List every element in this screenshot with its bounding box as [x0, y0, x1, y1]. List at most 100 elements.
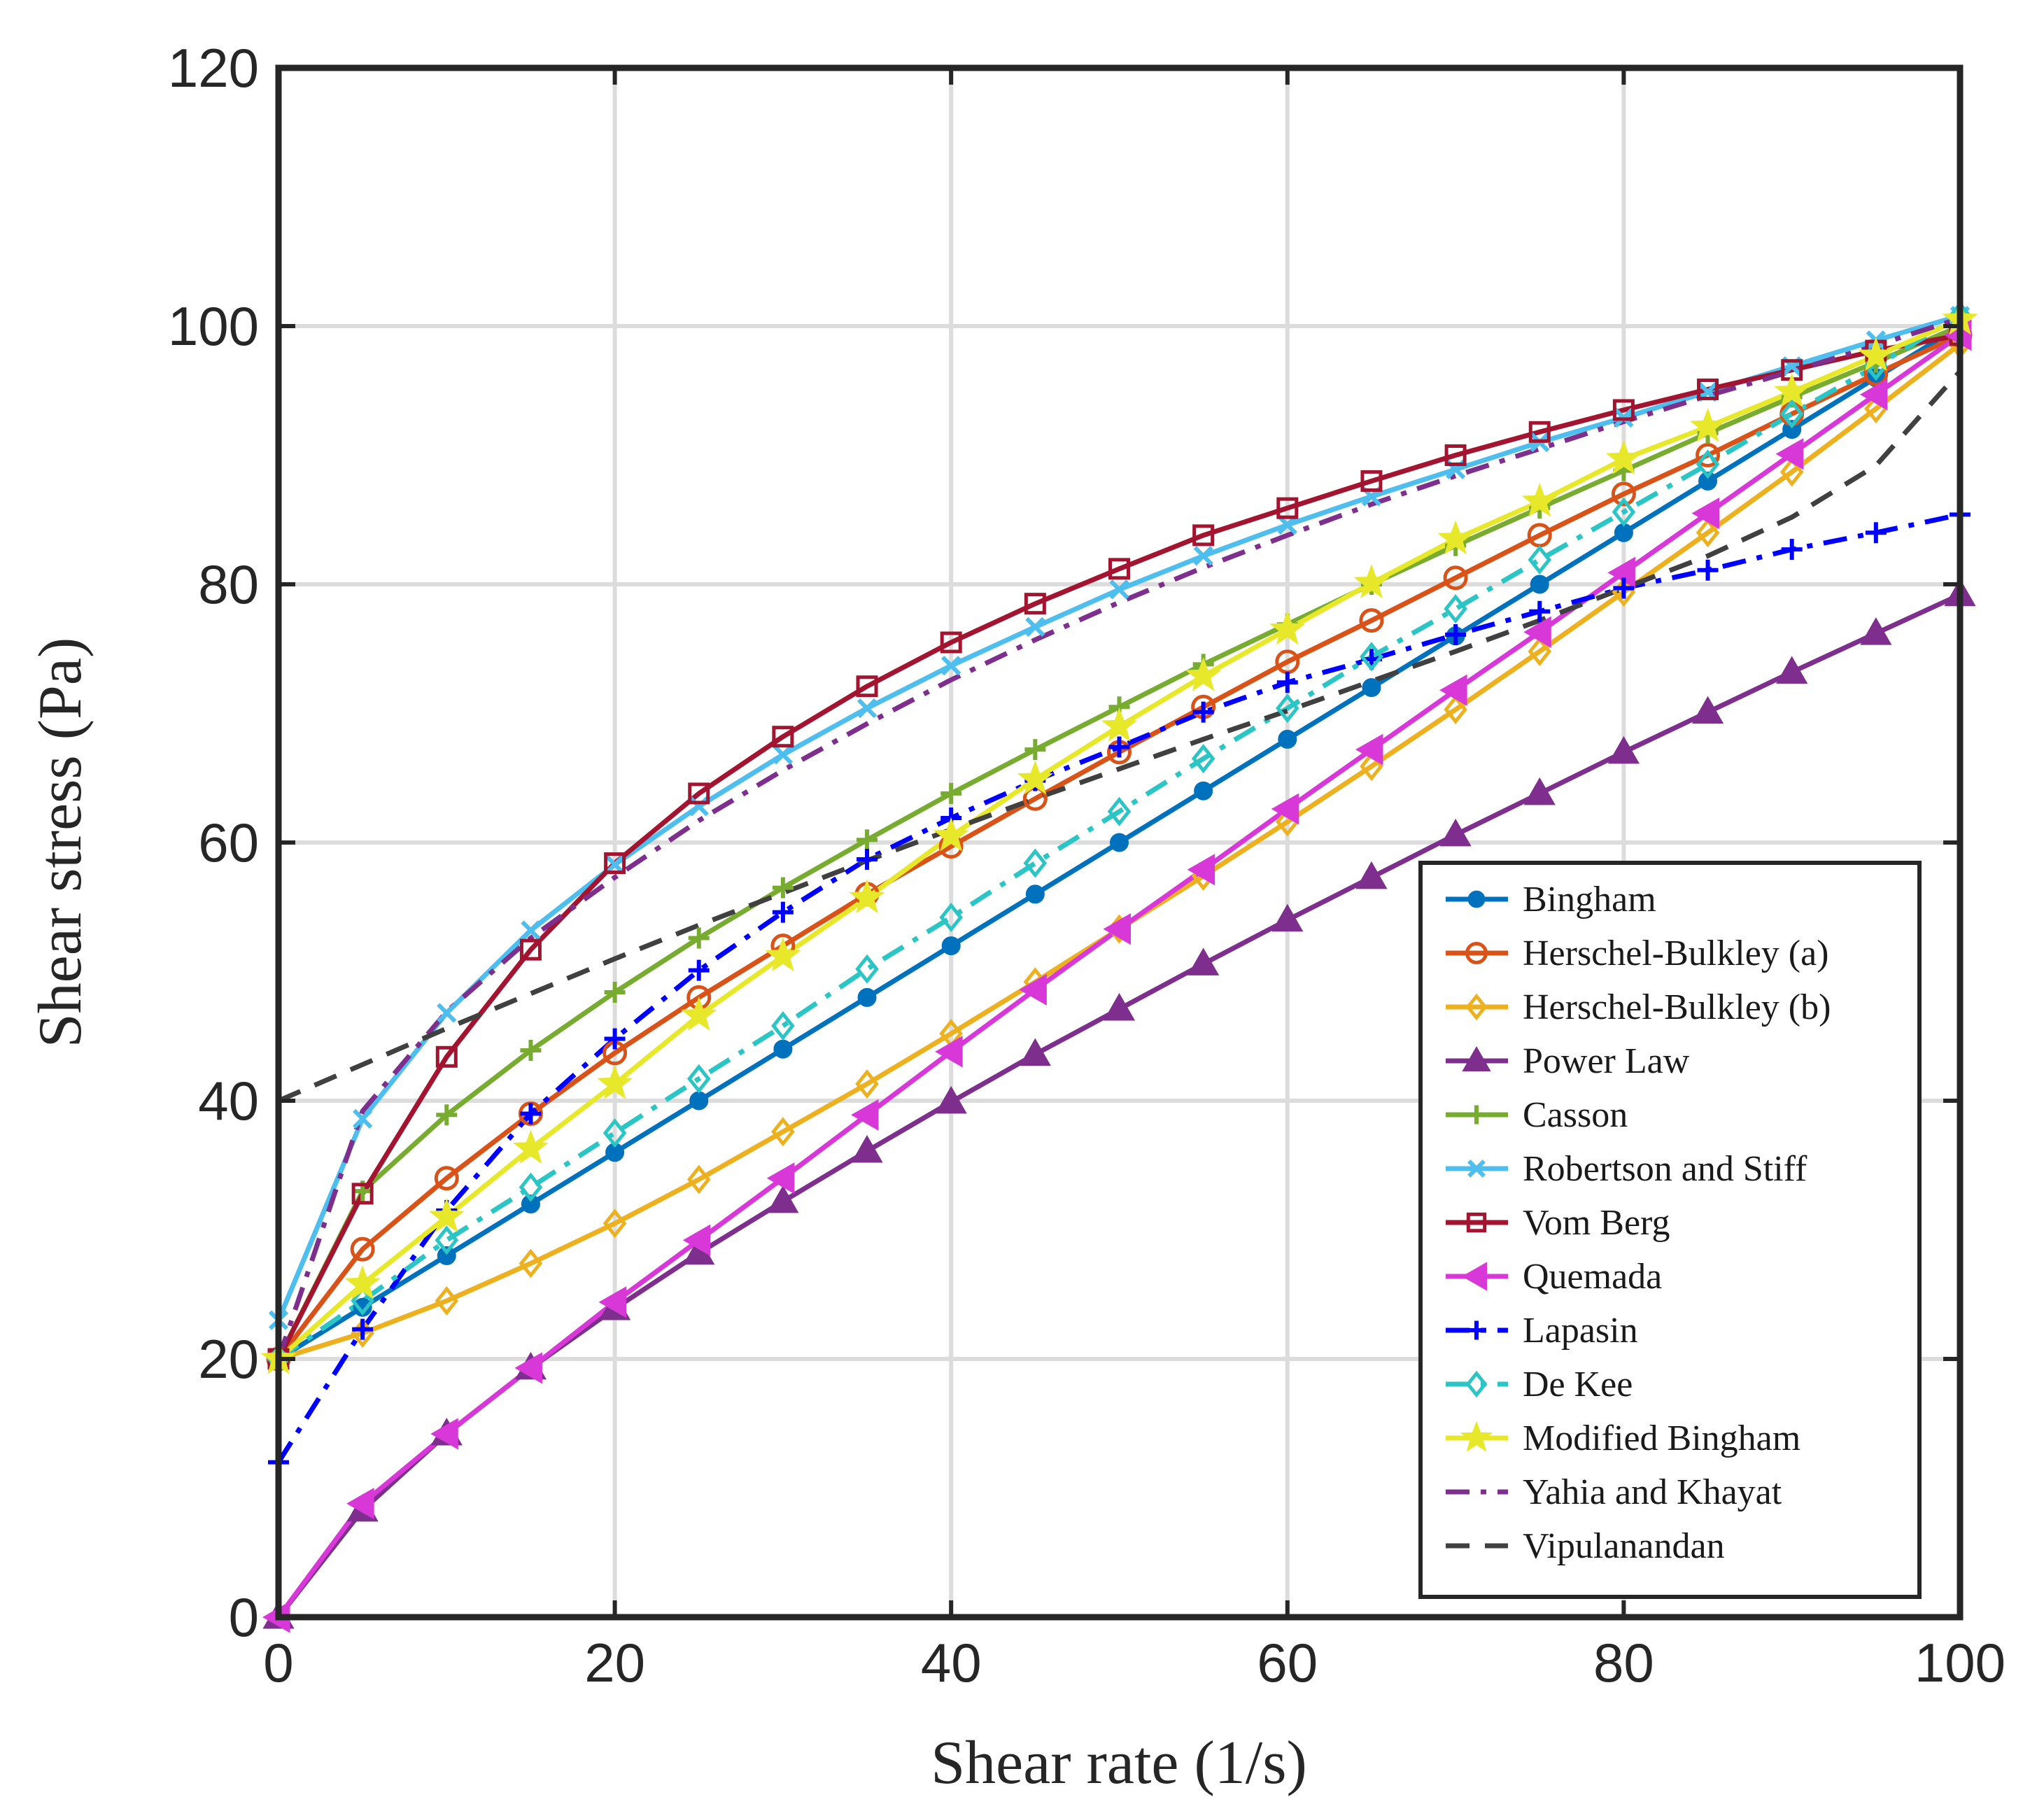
- legend-marker-de-kee: [1465, 1370, 1488, 1398]
- data-point-de-kee: [1107, 796, 1132, 826]
- data-point-power-law: [1691, 696, 1724, 724]
- data-point-vom-berg: [351, 1183, 374, 1205]
- data-point-herschel-bulkley-b: [855, 1069, 879, 1099]
- data-point-power-law: [767, 1185, 799, 1213]
- legend-label-de-kee: De Kee: [1523, 1365, 1633, 1404]
- data-point-lapasin: [1613, 577, 1635, 599]
- series-line-de-kee: [277, 313, 1961, 1361]
- data-point-vom-berg: [1444, 444, 1467, 466]
- data-point-modified-bingham: [1774, 373, 1810, 407]
- data-point-power-law: [1607, 735, 1640, 764]
- data-point-robertson-and-stiff: [857, 698, 877, 719]
- data-point-vom-berg: [1108, 558, 1130, 580]
- data-point-modified-bingham: [1858, 337, 1894, 372]
- data-point-herschel-bulkley-a: [1696, 443, 1721, 467]
- data-point-de-kee: [939, 903, 964, 933]
- legend-label-power-law: Power Law: [1523, 1041, 1690, 1081]
- legend-marker-herschel-bulkley-b: [1465, 993, 1488, 1021]
- data-point-power-law: [1187, 947, 1220, 975]
- data-point-herschel-bulkley-b: [1779, 457, 1804, 487]
- data-point-de-kee: [1275, 693, 1299, 724]
- data-point-vom-berg: [940, 631, 962, 654]
- data-point-bingham: [1278, 729, 1297, 749]
- data-point-quemada: [851, 1099, 879, 1131]
- series-line-lapasin: [276, 512, 1961, 1464]
- data-point-modified-bingham: [765, 937, 801, 972]
- data-point-de-kee: [1444, 594, 1467, 624]
- y-tick-label: 40: [198, 1070, 259, 1132]
- y-tick-label: 120: [168, 37, 259, 99]
- data-point-de-kee: [1612, 497, 1636, 527]
- data-point-herschel-bulkley-a: [1611, 481, 1636, 507]
- data-point-de-kee: [1528, 544, 1552, 575]
- data-point-power-law: [1776, 656, 1808, 684]
- data-point-herschel-bulkley-b: [519, 1248, 543, 1278]
- data-point-de-kee: [686, 1064, 711, 1094]
- data-point-vom-berg: [435, 1045, 458, 1068]
- data-point-quemada: [935, 1036, 963, 1068]
- data-point-quemada: [598, 1286, 627, 1318]
- legend-marker-bingham: [1467, 890, 1486, 908]
- data-point-herschel-bulkley-b: [686, 1164, 711, 1195]
- data-point-quemada: [1019, 973, 1047, 1006]
- data-point-vom-berg: [1276, 497, 1299, 519]
- data-point-robertson-and-stiff: [437, 1003, 457, 1023]
- legend-marker-casson: [1467, 1105, 1486, 1125]
- data-point-bingham: [689, 1091, 709, 1111]
- data-point-bingham: [1614, 523, 1633, 542]
- data-point-de-kee: [855, 954, 879, 984]
- data-point-de-kee: [1696, 449, 1720, 479]
- data-point-modified-bingham: [1689, 408, 1726, 442]
- data-point-power-law: [1439, 818, 1472, 847]
- x-tick-label: 80: [1593, 1632, 1654, 1693]
- data-point-power-law: [1271, 903, 1304, 932]
- x-tick-label: 40: [921, 1632, 982, 1693]
- data-point-robertson-and-stiff: [689, 796, 709, 817]
- data-point-vom-berg: [1360, 470, 1383, 492]
- data-point-quemada: [1439, 674, 1467, 706]
- data-point-lapasin: [1781, 539, 1803, 561]
- data-point-vom-berg: [856, 675, 878, 698]
- data-point-quemada: [1775, 438, 1804, 470]
- data-point-vom-berg: [1024, 593, 1046, 615]
- data-point-bingham: [1025, 885, 1045, 904]
- x-tick-label: 20: [584, 1632, 645, 1693]
- data-point-lapasin: [1529, 600, 1551, 622]
- y-tick-label: 60: [198, 812, 259, 873]
- data-point-bingham: [1530, 575, 1549, 594]
- data-point-bingham: [857, 987, 877, 1007]
- data-point-vom-berg: [772, 726, 794, 748]
- data-point-de-kee: [602, 1118, 627, 1148]
- data-point-modified-bingham: [344, 1265, 381, 1299]
- data-point-casson: [940, 782, 962, 804]
- data-point-herschel-bulkley-b: [1444, 694, 1467, 724]
- data-point-lapasin: [520, 1103, 542, 1125]
- data-point-modified-bingham: [1605, 440, 1642, 474]
- legend-marker-modified-bingham: [1460, 1421, 1493, 1452]
- data-point-herschel-bulkley-b: [1528, 636, 1552, 666]
- data-point-quemada: [1271, 793, 1299, 825]
- data-point-casson: [1024, 739, 1046, 761]
- x-axis-label: Shear rate (1/s): [931, 1729, 1307, 1797]
- data-point-de-kee: [1360, 642, 1383, 672]
- legend-label-vom-berg: Vom Berg: [1523, 1203, 1670, 1243]
- series-line-yahia-and-khayat: [276, 316, 1961, 1360]
- data-point-casson: [436, 1104, 458, 1126]
- data-point-power-law: [1019, 1038, 1051, 1066]
- data-point-bingham: [1194, 781, 1213, 801]
- data-point-modified-bingham: [1437, 520, 1474, 555]
- x-tick-label: 0: [263, 1632, 293, 1693]
- data-point-power-law: [935, 1085, 967, 1114]
- data-point-modified-bingham: [1101, 707, 1138, 742]
- data-point-lapasin: [1276, 672, 1298, 693]
- data-point-vom-berg: [1192, 524, 1215, 547]
- legend-label-herschel-bulkley-a: Herschel-Bulkley (a): [1523, 933, 1828, 973]
- data-point-modified-bingham: [428, 1198, 465, 1232]
- data-point-de-kee: [435, 1225, 459, 1255]
- data-point-power-law: [851, 1134, 883, 1163]
- data-point-robertson-and-stiff: [1109, 579, 1129, 600]
- data-point-herschel-bulkley-a: [350, 1236, 375, 1262]
- legend-label-lapasin: Lapasin: [1523, 1311, 1638, 1351]
- data-point-herschel-bulkley-b: [771, 1117, 795, 1147]
